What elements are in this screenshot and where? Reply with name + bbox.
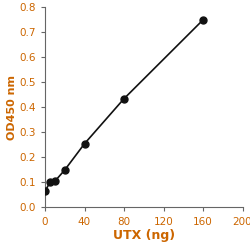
X-axis label: UTX (ng): UTX (ng) (113, 229, 175, 242)
Y-axis label: OD450 nm: OD450 nm (7, 75, 17, 140)
